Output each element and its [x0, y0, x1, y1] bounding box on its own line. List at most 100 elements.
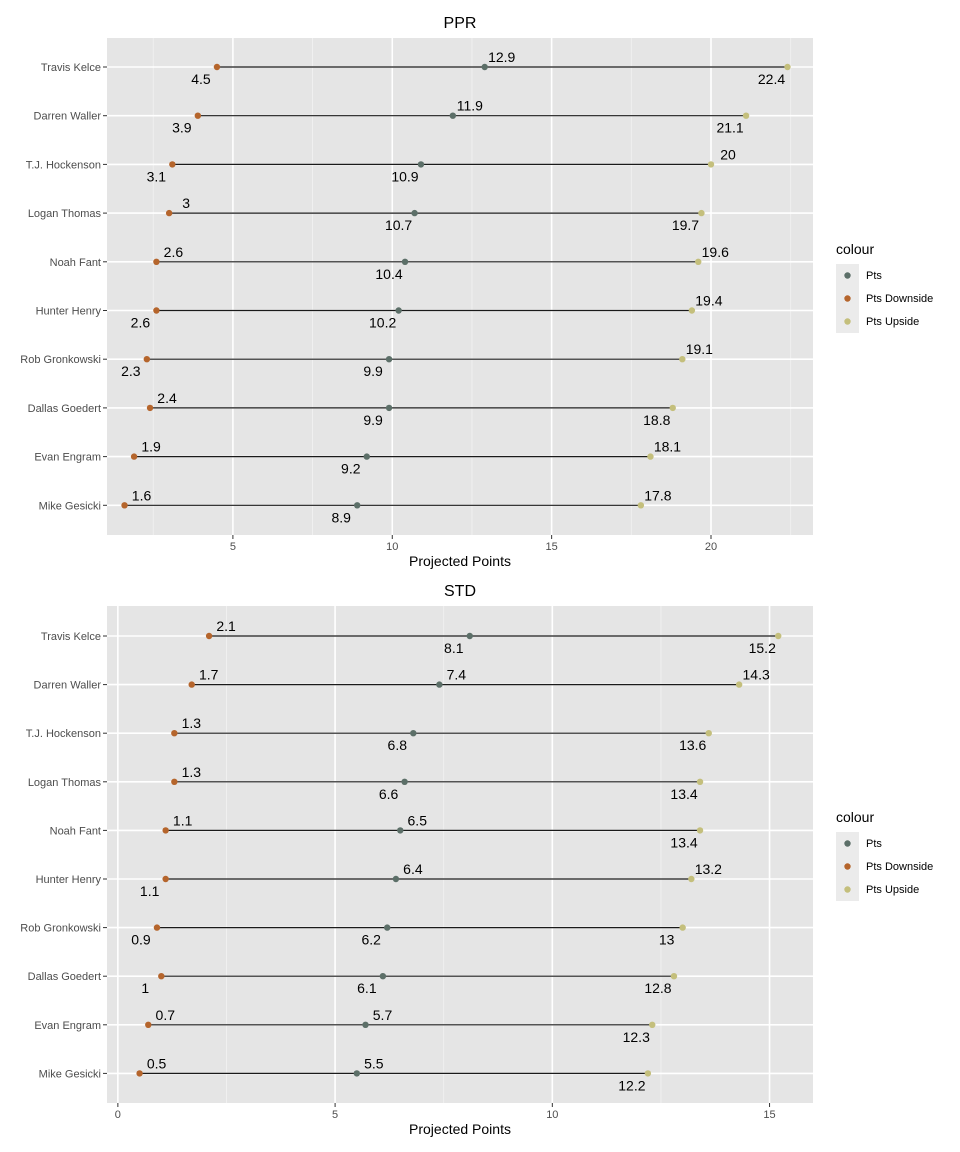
y-tick-label: Darren Waller [34, 111, 102, 123]
data-label: 15.2 [749, 640, 776, 656]
legend-label: Pts Downside [866, 293, 933, 305]
data-label: 1.3 [182, 715, 202, 731]
pts-point [354, 502, 361, 509]
pts-upside-point [695, 258, 702, 265]
data-label: 2.1 [216, 618, 236, 634]
data-label: 1.6 [132, 487, 152, 503]
data-label: 6.8 [388, 737, 408, 753]
pts-upside-point [637, 502, 645, 509]
y-tick-label: Hunter Henry [36, 306, 102, 318]
pts-point [384, 924, 391, 931]
data-label: 19.4 [695, 293, 722, 309]
pts-upside-point [742, 112, 750, 119]
x-axis-title: Projected Points [409, 1121, 511, 1137]
data-label: 2.6 [164, 244, 184, 260]
y-tick-label: Mike Gesicki [39, 500, 101, 512]
y-tick-label: Logan Thomas [28, 777, 102, 789]
x-tick-label: 15 [763, 1109, 775, 1121]
data-label: 10.7 [385, 217, 412, 233]
pts-downside-point [194, 112, 202, 119]
data-label: 6.2 [361, 932, 381, 948]
pts-upside-point [698, 209, 705, 217]
data-label: 19.7 [672, 217, 699, 233]
pts-point [417, 161, 425, 168]
data-label: 1.3 [182, 764, 202, 780]
data-label: 7.4 [447, 667, 467, 683]
legend-swatch [844, 295, 851, 302]
pts-upside-point [705, 730, 712, 737]
x-axis-title: Projected Points [409, 553, 511, 569]
pts-upside-point [688, 875, 695, 883]
legend-label: Pts [866, 270, 882, 282]
y-tick-label: Evan Engram [34, 1020, 101, 1032]
data-label: 9.9 [363, 363, 383, 379]
pts-point [411, 209, 418, 217]
pts-upside-point [679, 924, 686, 931]
y-tick-label: Mike Gesicki [39, 1068, 101, 1080]
data-label: 8.1 [444, 640, 464, 656]
chart-std: STD 0 5 10 15 Projected Points Travis Kelce 2.1… [20, 583, 933, 1137]
chart-ppr: PPR 5 10 15 20 Projected Points Travis Kelce 4.… [20, 15, 933, 569]
pts-downside-point [213, 63, 221, 71]
pts-downside-point [153, 258, 160, 265]
data-label: 10.9 [391, 168, 418, 184]
data-label: 0.7 [156, 1007, 176, 1023]
pts-point [363, 453, 370, 460]
data-label: 13.4 [670, 786, 697, 802]
y-tick-label: Noah Fant [50, 825, 101, 837]
data-label: 9.9 [363, 412, 383, 428]
x-tick-label: 10 [546, 1109, 558, 1121]
data-label: 5.7 [373, 1007, 393, 1023]
legend-label: Pts [866, 838, 882, 850]
data-label: 0.5 [147, 1055, 167, 1071]
y-tick-label: T.J. Hockenson [26, 159, 101, 171]
y-tick-label: Rob Gronkowski [20, 923, 101, 935]
data-label: 4.5 [191, 71, 211, 87]
pts-upside-point [775, 632, 782, 640]
pts-upside-point [688, 307, 696, 314]
data-label: 12.8 [644, 980, 671, 996]
data-label: 9.2 [341, 461, 361, 477]
legend-title: colour [836, 241, 874, 257]
y-tick-label: Rob Gronkowski [20, 354, 101, 366]
data-label: 1.7 [199, 667, 219, 683]
pts-point [395, 307, 402, 314]
data-label: 8.9 [331, 509, 351, 525]
data-label: 17.8 [644, 487, 671, 503]
y-tick-label: Logan Thomas [28, 208, 102, 220]
pts-point [401, 258, 409, 265]
data-label: 19.1 [686, 341, 713, 357]
pts-point [410, 730, 417, 737]
legend-swatch [844, 318, 851, 325]
data-label: 5.5 [364, 1055, 384, 1071]
data-label: 6.4 [403, 861, 423, 877]
pts-upside-point [644, 1070, 652, 1077]
pts-downside-point [188, 681, 195, 688]
legend-label: Pts Upside [866, 884, 919, 896]
y-tick-label: Noah Fant [50, 257, 101, 269]
data-label: 19.6 [702, 244, 729, 260]
chart-title: PPR [444, 15, 477, 32]
pts-downside-point [171, 778, 178, 785]
x-tick-label: 0 [115, 1109, 121, 1121]
pts-upside-point [696, 778, 704, 785]
pts-upside-point [649, 1021, 656, 1028]
y-tick-label: Hunter Henry [36, 874, 102, 886]
x-tick-label: 15 [546, 541, 558, 553]
pts-downside-point [171, 730, 178, 737]
pts-downside-point [153, 924, 161, 931]
data-label: 14.3 [743, 667, 770, 683]
y-tick-label: Dallas Goedert [28, 971, 101, 983]
legend-label: Pts Upside [866, 316, 919, 328]
data-label: 6.1 [357, 980, 377, 996]
data-label: 3.9 [172, 120, 192, 136]
y-tick-label: Travis Kelce [41, 62, 101, 74]
x-tick-label: 10 [386, 541, 398, 553]
data-label: 18.8 [643, 412, 670, 428]
pts-downside-point [205, 632, 213, 640]
pts-downside-point [169, 161, 176, 168]
pts-point [401, 778, 408, 785]
pts-point [481, 63, 488, 71]
data-label: 20 [720, 146, 736, 162]
